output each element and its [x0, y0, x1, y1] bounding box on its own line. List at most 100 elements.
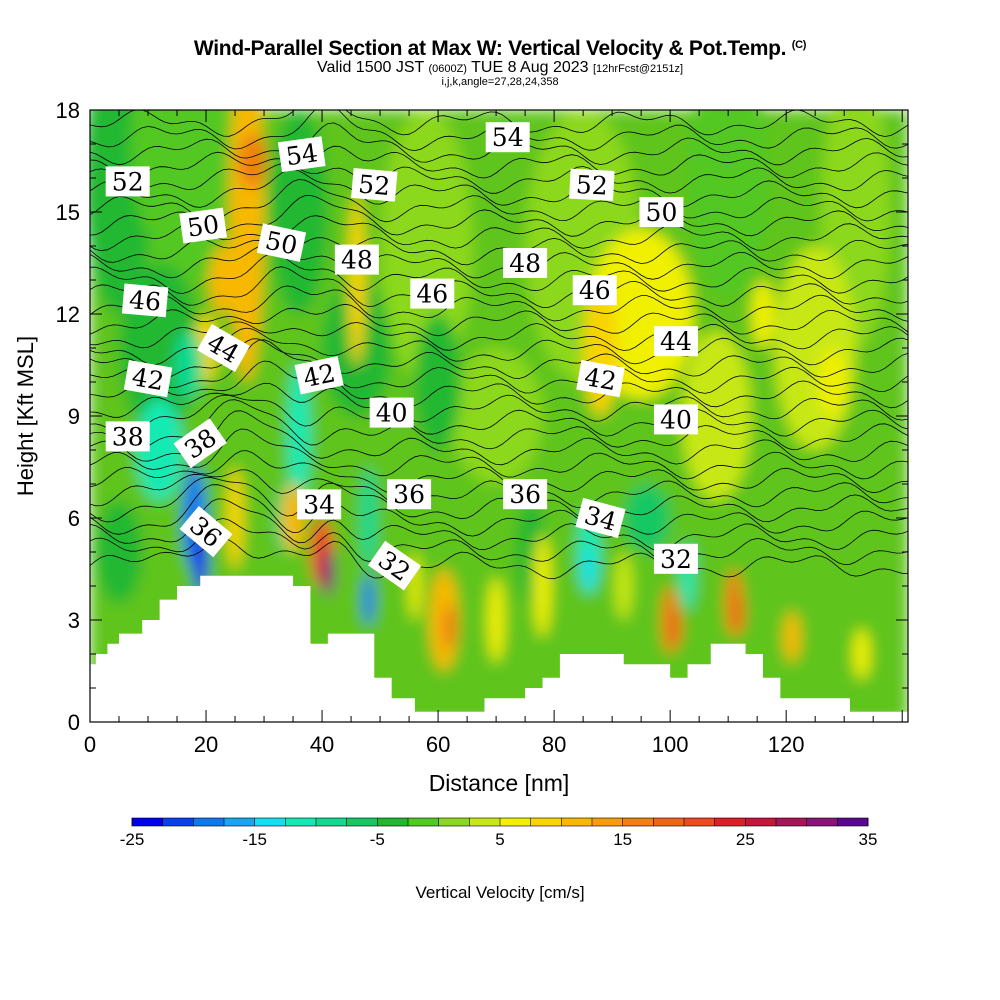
x-tick-label: 0: [84, 732, 96, 757]
terrain-mask: [90, 575, 908, 722]
theta-label: 52: [351, 167, 398, 202]
colorbar-swatch: [438, 818, 470, 826]
velocity-cell: [362, 574, 375, 626]
colorbar-swatch: [776, 818, 807, 826]
colorbar-swatch: [653, 818, 685, 826]
theta-contour: [90, 469, 908, 509]
velocity-cell: [208, 246, 238, 314]
velocity-cell: [95, 501, 143, 603]
svg-text:50: 50: [185, 210, 221, 243]
velocity-cell: [226, 467, 244, 569]
theta-label: 54: [485, 122, 530, 153]
theta-label: 40: [369, 397, 414, 428]
theta-label: 46: [121, 283, 169, 318]
svg-text:52: 52: [575, 170, 608, 201]
svg-text:42: 42: [582, 362, 618, 396]
svg-text:50: 50: [263, 226, 300, 261]
velocity-cell: [237, 133, 267, 189]
colorbar-tick-label: -25: [120, 830, 145, 849]
theta-contour: [90, 382, 908, 423]
y-tick-label: 6: [68, 506, 80, 531]
svg-text:46: 46: [579, 276, 611, 305]
y-tick-label: 3: [68, 608, 80, 633]
y-axis-label: Height [Kft MSL]: [13, 336, 38, 496]
velocity-cell: [751, 280, 775, 348]
svg-text:38: 38: [112, 422, 144, 451]
x-tick-label: 80: [542, 732, 566, 757]
x-tick-label: 60: [426, 732, 450, 757]
velocity-cell: [321, 548, 335, 597]
svg-text:54: 54: [492, 123, 524, 152]
velocity-cell: [783, 611, 801, 663]
colorbar-swatch: [162, 818, 194, 826]
theta-contour: [90, 498, 908, 552]
velocity-cell: [533, 535, 552, 637]
y-tick-label: 0: [68, 710, 80, 735]
colorbar-swatch: [500, 818, 531, 826]
velocity-cell: [623, 484, 671, 552]
colorbar-tick-label: -15: [242, 830, 267, 849]
svg-text:42: 42: [301, 358, 338, 393]
y-tick-label: 12: [56, 302, 80, 327]
theta-contour: [90, 179, 908, 223]
theta-label: 44: [653, 326, 698, 357]
svg-text:46: 46: [416, 280, 448, 309]
theta-contour: [90, 110, 908, 137]
colorbar-tick-label: 25: [736, 830, 755, 849]
colorbar-swatch: [193, 818, 225, 826]
x-tick-label: 120: [768, 732, 805, 757]
velocity-cell: [735, 592, 745, 634]
theta-contour: [90, 428, 908, 480]
potential-temperature-contours: [90, 110, 908, 580]
colorbar-swatch: [837, 818, 869, 826]
svg-text:46: 46: [128, 285, 162, 317]
svg-text:54: 54: [284, 138, 320, 171]
velocity-cell: [818, 348, 848, 416]
theta-contour: [90, 194, 908, 237]
theta-contour: [90, 303, 908, 337]
theta-contour: [90, 253, 908, 294]
velocity-cell: [852, 628, 871, 680]
velocity-cell: [229, 110, 265, 382]
colorbar-swatch: [622, 818, 654, 826]
velocity-cell: [583, 548, 595, 590]
colorbar-swatch: [377, 818, 409, 826]
svg-text:48: 48: [341, 246, 373, 275]
svg-text:36: 36: [393, 480, 425, 509]
velocity-cell: [359, 467, 378, 569]
theta-label: 46: [410, 278, 455, 309]
velocity-cell: [615, 552, 633, 620]
theta-contour: [90, 266, 908, 308]
colorbar-tick-label: 15: [613, 830, 632, 849]
theta-contour: [90, 450, 908, 494]
theta-contour: [90, 518, 908, 566]
svg-text:34: 34: [303, 490, 335, 519]
colorbar-swatch: [316, 818, 347, 826]
theta-contour: [90, 476, 908, 523]
colorbar-label: Vertical Velocity [cm/s]: [415, 883, 585, 902]
colorbar-swatch: [346, 818, 378, 826]
theta-label: 50: [179, 207, 228, 244]
theta-contour: [90, 394, 908, 437]
theta-label: 52: [569, 168, 615, 201]
theta-label: 54: [277, 136, 326, 173]
theta-label: 50: [639, 197, 684, 227]
theta-label: 42: [123, 360, 173, 398]
colorbar-swatch: [132, 818, 163, 826]
velocity-cell: [487, 577, 505, 663]
theta-contour: [90, 145, 908, 180]
theta-label: 36: [503, 479, 548, 510]
svg-text:40: 40: [660, 405, 692, 434]
velocity-cell: [348, 195, 366, 365]
velocity-cell: [287, 365, 311, 501]
chart-subtitle: Valid 1500 JST (0600Z) TUE 8 Aug 2023 [1…: [316, 59, 684, 76]
svg-text:42: 42: [130, 362, 166, 396]
x-tick-label: 100: [652, 732, 689, 757]
theta-label: 48: [503, 248, 548, 278]
colorbar-swatch: [285, 818, 317, 826]
theta-contour: [90, 285, 908, 323]
chart-title: Wind-Parallel Section at Max W: Vertical…: [193, 37, 807, 60]
y-tick-label: 15: [56, 200, 80, 225]
svg-text:52: 52: [112, 167, 144, 196]
